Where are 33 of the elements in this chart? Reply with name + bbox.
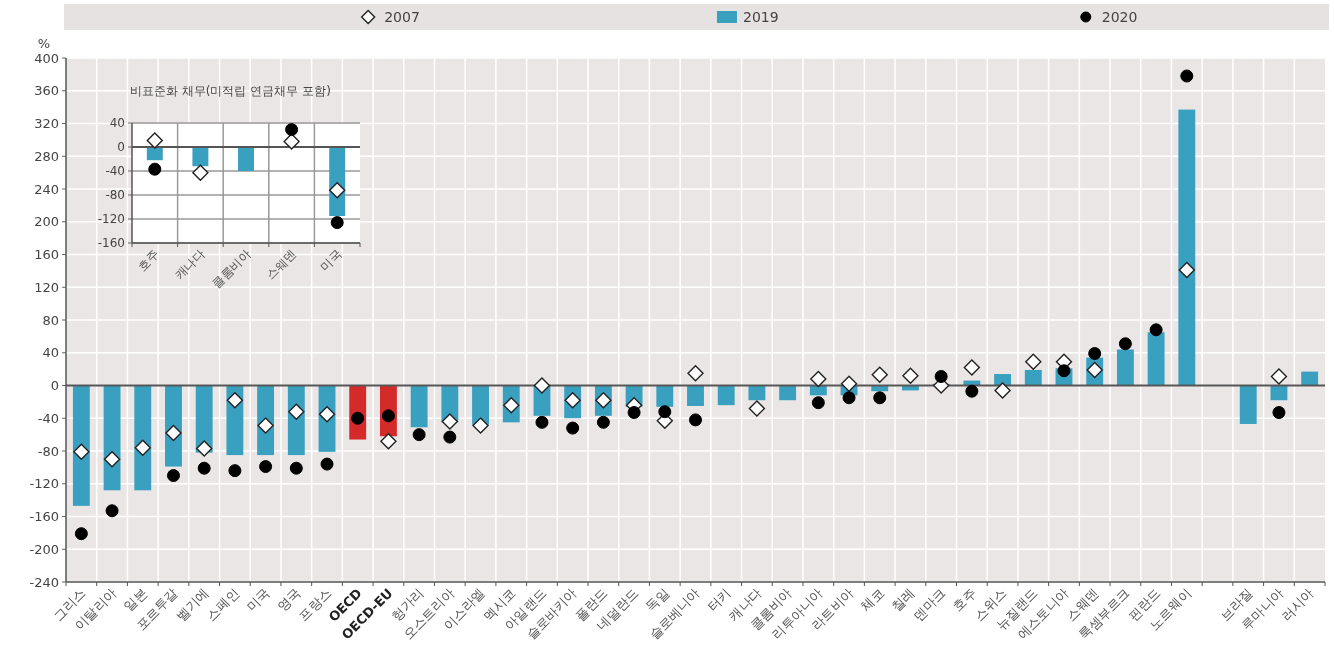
y-tick-label: -40 <box>105 164 125 179</box>
y-tick-label: -80 <box>37 443 59 459</box>
legend-label: 2019 <box>742 9 779 25</box>
x-tick-label: 미국 <box>317 247 345 275</box>
x-tick-label: 호주 <box>950 585 979 615</box>
y-tick-label: 40 <box>42 345 59 361</box>
y-tick-label: 240 <box>34 181 59 197</box>
y-tick-label: 360 <box>34 83 59 99</box>
y-tick-label: 280 <box>34 148 59 164</box>
legend-label: 2020 <box>1101 9 1138 25</box>
y-tick-label: -120 <box>29 476 59 492</box>
x-tick-label: 체코 <box>857 585 887 615</box>
y-tick-label: -160 <box>97 236 125 251</box>
x-tick-label: 호주 <box>135 247 162 275</box>
y-tick-label: 160 <box>34 247 59 263</box>
y-tick-label: 80 <box>42 312 59 328</box>
y-axis-title: % <box>37 36 51 51</box>
y-tick-label: 200 <box>34 214 59 230</box>
y-tick-label: 120 <box>34 279 59 295</box>
y-tick-label: -80 <box>105 188 125 203</box>
y-tick-label: 0 <box>117 140 125 155</box>
y-tick-label: -40 <box>37 410 59 426</box>
x-tick-label: 미국 <box>243 585 273 615</box>
y-tick-label: 400 <box>34 50 59 66</box>
y-tick-label: 0 <box>50 378 59 394</box>
legend-label: 2007 <box>384 9 420 25</box>
y-tick-label: -200 <box>29 541 59 557</box>
y-tick-label: -240 <box>29 574 59 590</box>
y-tick-label: 40 <box>109 116 125 131</box>
y-tick-label: -160 <box>29 509 59 525</box>
y-tick-label: -120 <box>97 212 125 227</box>
chart-title: 비표준화 채무(미적립 연금채무 포함) <box>130 84 331 98</box>
y-tick-label: 320 <box>34 116 59 132</box>
